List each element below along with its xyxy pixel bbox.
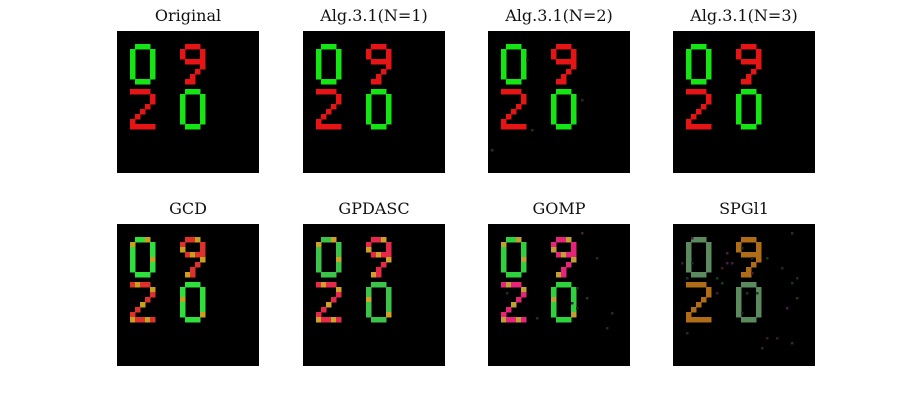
noise-speck [716, 292, 719, 295]
reconstruction-image [117, 224, 259, 366]
noise-speck [691, 262, 694, 265]
digit-9-glyph [366, 237, 392, 278]
digit-2-glyph [686, 89, 712, 130]
image-background [117, 224, 259, 366]
reconstruction-image [673, 31, 815, 173]
noise-speck [751, 272, 754, 275]
image-background [673, 224, 815, 366]
digit-9-glyph [551, 237, 577, 278]
panel-title: GPDASC [338, 199, 410, 218]
digit-0-glyph [316, 237, 342, 278]
noise-speck [686, 277, 689, 280]
panel-title: Alg.3.1(N=3) [690, 6, 798, 25]
digit-0-glyph [180, 89, 206, 130]
digit-9-glyph [736, 237, 762, 278]
noise-speck [756, 292, 759, 295]
noise-speck [746, 292, 749, 295]
noise-speck [721, 282, 724, 285]
image-background [303, 31, 445, 173]
noise-speck [576, 287, 579, 290]
panel-title: GOMP [532, 199, 586, 218]
digit-0-glyph [551, 89, 577, 130]
noise-speck [726, 262, 729, 265]
noise-speck [531, 129, 534, 132]
noise-speck [741, 247, 744, 250]
digit-9-glyph [180, 237, 206, 278]
digit-0-glyph [551, 282, 577, 323]
digit-0-glyph [316, 44, 342, 85]
noise-speck [741, 312, 744, 315]
digit-0-glyph [501, 237, 527, 278]
image-background [673, 31, 815, 173]
noise-speck [761, 347, 764, 350]
noise-speck [796, 297, 799, 300]
noise-speck [781, 267, 784, 270]
digit-2-glyph [686, 282, 712, 323]
noise-speck [686, 332, 689, 335]
noise-speck [716, 277, 719, 280]
noise-speck [726, 252, 729, 255]
noise-speck [581, 232, 584, 235]
digit-0-glyph [686, 44, 712, 85]
noise-speck [581, 99, 584, 102]
noise-speck [791, 232, 794, 235]
image-background [488, 31, 630, 173]
reconstruction-image [673, 224, 815, 366]
digit-2-glyph [501, 282, 527, 323]
noise-speck [786, 307, 789, 310]
noise-speck [536, 317, 539, 320]
digit-0-glyph [366, 89, 392, 130]
digit-0-glyph [130, 237, 156, 278]
panel-title: Alg.3.1(N=2) [505, 6, 613, 25]
noise-speck [796, 277, 799, 280]
noise-speck [606, 327, 609, 330]
noise-speck [766, 337, 769, 340]
noise-speck [721, 267, 724, 270]
digit-2-glyph [316, 282, 342, 323]
digit-0-glyph [366, 282, 392, 323]
reconstruction-image [488, 224, 630, 366]
noise-speck [766, 257, 769, 260]
noise-speck [791, 342, 794, 345]
noise-speck [751, 257, 754, 260]
panel-title: SPGl1 [719, 199, 769, 218]
digit-2-glyph [130, 282, 156, 323]
digit-2-glyph [501, 89, 527, 130]
digit-0-glyph [736, 282, 762, 323]
digit-9-glyph [180, 44, 206, 85]
reconstruction-image [488, 31, 630, 173]
digit-2-glyph [130, 89, 156, 130]
digit-2-glyph [316, 89, 342, 130]
reconstruction-image [303, 31, 445, 173]
image-background [488, 224, 630, 366]
digit-9-glyph [736, 44, 762, 85]
digit-0-glyph [501, 44, 527, 85]
digit-9-glyph [366, 44, 392, 85]
panel-title: GCD [169, 199, 207, 218]
image-background [303, 224, 445, 366]
noise-speck [776, 337, 779, 340]
noise-speck [571, 302, 574, 305]
digit-0-glyph [130, 44, 156, 85]
noise-speck [526, 59, 529, 62]
noise-speck [791, 282, 794, 285]
noise-speck [491, 149, 494, 152]
panel-title: Alg.3.1(N=1) [320, 6, 428, 25]
noise-speck [681, 262, 684, 265]
reconstruction-image [303, 224, 445, 366]
noise-speck [691, 237, 694, 240]
noise-speck [506, 292, 509, 295]
panel-title: Original [154, 6, 222, 25]
digit-0-glyph [180, 282, 206, 323]
noise-speck [611, 312, 614, 315]
reconstruction-image [117, 31, 259, 173]
noise-speck [576, 307, 579, 310]
noise-speck [586, 297, 589, 300]
digit-0-glyph [686, 237, 712, 278]
noise-speck [731, 262, 734, 265]
digit-9-glyph [551, 44, 577, 85]
digit-0-glyph [736, 89, 762, 130]
noise-speck [596, 257, 599, 260]
image-background [117, 31, 259, 173]
